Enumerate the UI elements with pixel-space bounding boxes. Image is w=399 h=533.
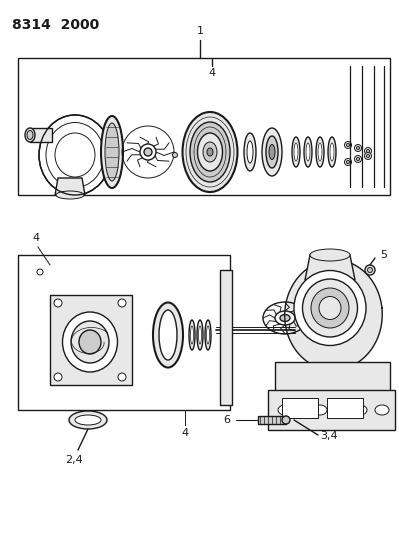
Polygon shape <box>275 362 390 395</box>
Ellipse shape <box>197 320 203 350</box>
Ellipse shape <box>353 405 367 415</box>
Ellipse shape <box>25 128 35 142</box>
Text: 5: 5 <box>380 250 387 260</box>
Ellipse shape <box>75 415 101 425</box>
Ellipse shape <box>105 123 119 181</box>
Ellipse shape <box>367 155 369 157</box>
Ellipse shape <box>101 116 123 188</box>
Ellipse shape <box>79 330 101 354</box>
Bar <box>327 398 363 418</box>
Ellipse shape <box>207 148 213 156</box>
Text: 4: 4 <box>182 428 189 438</box>
Ellipse shape <box>319 296 341 319</box>
Ellipse shape <box>280 314 290 321</box>
Bar <box>50 295 132 385</box>
Ellipse shape <box>266 136 278 168</box>
Ellipse shape <box>262 128 282 176</box>
Ellipse shape <box>316 137 324 167</box>
Ellipse shape <box>344 141 352 149</box>
Polygon shape <box>305 255 355 280</box>
Ellipse shape <box>304 137 312 167</box>
Ellipse shape <box>247 141 253 163</box>
Text: 4: 4 <box>32 233 40 243</box>
Ellipse shape <box>269 144 275 159</box>
Ellipse shape <box>63 312 117 372</box>
Ellipse shape <box>292 137 300 167</box>
Ellipse shape <box>159 310 177 360</box>
Ellipse shape <box>56 191 84 199</box>
Ellipse shape <box>354 156 361 163</box>
Ellipse shape <box>189 320 195 350</box>
Ellipse shape <box>244 133 256 171</box>
Text: 6: 6 <box>223 415 230 425</box>
Ellipse shape <box>306 143 310 161</box>
Ellipse shape <box>55 133 95 177</box>
Polygon shape <box>284 260 382 370</box>
Ellipse shape <box>118 373 126 381</box>
Ellipse shape <box>354 144 361 151</box>
Ellipse shape <box>153 303 183 367</box>
Ellipse shape <box>328 137 336 167</box>
Ellipse shape <box>71 321 109 363</box>
Ellipse shape <box>367 268 373 272</box>
Ellipse shape <box>302 279 358 337</box>
Ellipse shape <box>207 326 209 344</box>
Ellipse shape <box>294 271 366 345</box>
Ellipse shape <box>313 405 327 415</box>
Ellipse shape <box>203 142 217 162</box>
Bar <box>258 416 286 424</box>
Bar <box>282 398 318 418</box>
Polygon shape <box>268 390 395 430</box>
Ellipse shape <box>367 149 369 152</box>
Ellipse shape <box>54 373 62 381</box>
Ellipse shape <box>69 411 107 429</box>
Ellipse shape <box>190 326 194 344</box>
Ellipse shape <box>365 152 371 159</box>
Ellipse shape <box>190 122 230 182</box>
Ellipse shape <box>278 405 292 415</box>
Ellipse shape <box>205 320 211 350</box>
Ellipse shape <box>172 152 178 157</box>
Polygon shape <box>220 270 232 405</box>
Ellipse shape <box>310 249 350 261</box>
Ellipse shape <box>356 147 359 149</box>
Ellipse shape <box>27 131 33 140</box>
Ellipse shape <box>356 157 359 160</box>
Ellipse shape <box>344 158 352 166</box>
Ellipse shape <box>318 143 322 161</box>
Ellipse shape <box>118 299 126 307</box>
Text: 3,4: 3,4 <box>320 431 338 441</box>
Ellipse shape <box>365 265 375 275</box>
Text: 8314  2000: 8314 2000 <box>12 18 99 32</box>
Ellipse shape <box>198 326 201 344</box>
Ellipse shape <box>375 405 389 415</box>
Ellipse shape <box>365 148 371 155</box>
Ellipse shape <box>282 416 290 424</box>
Ellipse shape <box>46 123 104 188</box>
Ellipse shape <box>144 148 152 156</box>
Polygon shape <box>18 255 230 410</box>
Ellipse shape <box>346 143 350 147</box>
Polygon shape <box>18 58 390 195</box>
Ellipse shape <box>54 299 62 307</box>
Ellipse shape <box>140 144 156 160</box>
Ellipse shape <box>39 115 111 195</box>
Ellipse shape <box>311 288 349 328</box>
Ellipse shape <box>294 143 298 161</box>
Ellipse shape <box>330 143 334 161</box>
Ellipse shape <box>346 160 350 164</box>
Polygon shape <box>30 128 52 142</box>
Ellipse shape <box>182 112 237 192</box>
Text: 2,4: 2,4 <box>65 455 83 465</box>
Text: 4: 4 <box>208 68 215 78</box>
Ellipse shape <box>198 133 223 171</box>
Polygon shape <box>55 178 85 195</box>
Text: 1: 1 <box>196 26 203 36</box>
Ellipse shape <box>37 269 43 275</box>
Ellipse shape <box>275 311 295 325</box>
